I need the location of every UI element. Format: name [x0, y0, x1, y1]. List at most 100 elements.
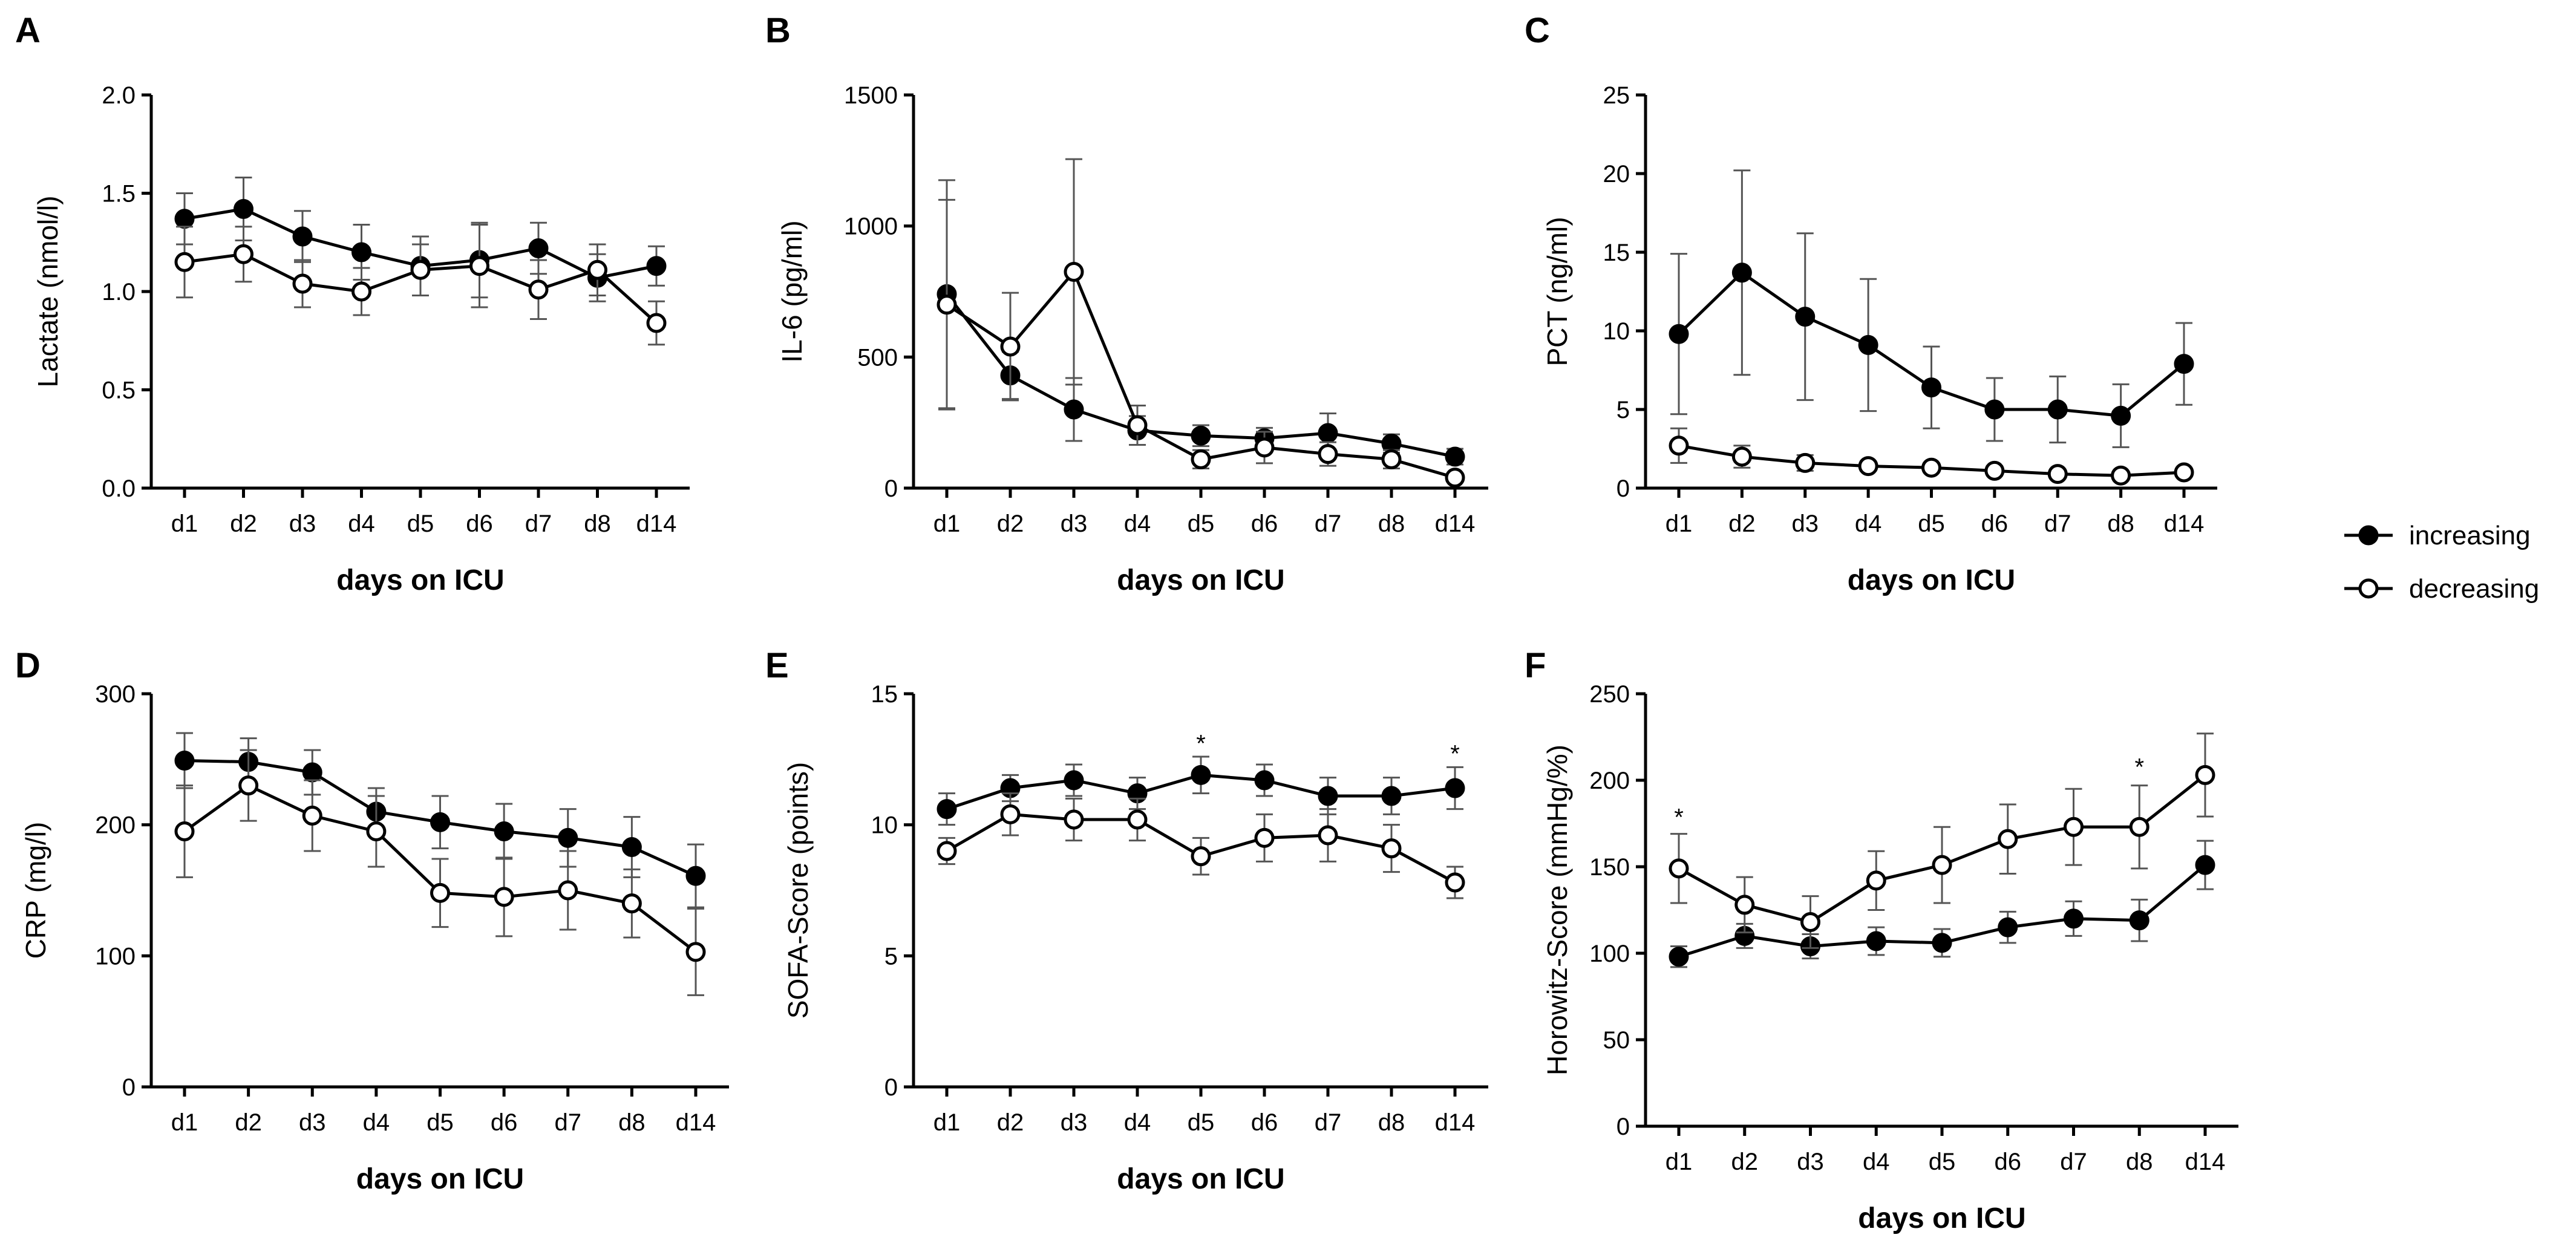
x-tick-label: d2 [230, 510, 257, 537]
data-point-increasing [1795, 307, 1816, 327]
x-tick-label: d1 [1666, 1149, 1693, 1175]
data-point-decreasing [558, 880, 578, 901]
y-tick-label: 500 [857, 344, 898, 371]
data-point-increasing [1445, 778, 1465, 798]
chart-panel-c: C 0 5 10 15 20 25 d1 d2 d3 d4 d5 d6 d7 d8 d14 days on IC… [1525, 11, 2217, 596]
data-point-decreasing [1127, 809, 1148, 830]
chart-panel-f: F 0 50 100 150 200 250 d1 d2 d3 d4 d5 d6 d7 d8 d14 days … [1525, 646, 2238, 1234]
data-point-increasing [1932, 933, 1952, 953]
x-tick-label: d5 [407, 510, 434, 537]
data-point-decreasing [1731, 446, 1752, 467]
y-tick-label: 50 [1603, 1027, 1630, 1054]
data-point-increasing [292, 226, 313, 247]
x-tick-label: d1 [933, 1109, 961, 1136]
x-tick-label: d7 [1315, 1109, 1342, 1136]
data-point-increasing [174, 209, 195, 229]
data-point-decreasing [292, 273, 313, 294]
data-point-decreasing [2064, 817, 2084, 837]
x-tick-label: d3 [1792, 510, 1819, 537]
x-tick-label: d4 [348, 510, 375, 537]
chart-panel-d: D 0 100 200 300 d1 d2 d3 d4 d5 d6 d7 d8 d14 days on IC… [15, 646, 729, 1195]
data-point-increasing [1445, 446, 1465, 467]
x-tick-label: d6 [1981, 510, 2009, 537]
y-tick-label: 1.5 [102, 181, 136, 207]
y-tick-label: 15 [1603, 240, 1630, 266]
x-tick-label: d3 [1061, 1109, 1088, 1136]
y-tick-label: 1.0 [102, 279, 136, 305]
x-tick-label: d5 [1929, 1149, 1956, 1175]
data-point-decreasing [234, 244, 253, 264]
x-axis-title: days on ICU [356, 1163, 524, 1195]
data-point-decreasing [1254, 437, 1275, 458]
x-tick-label: d6 [466, 510, 493, 537]
chart-panels: A 0.0 0.5 1.0 1.5 2.0 d1 d2 d3 d4 d5 d6 d7 d8 d14 days … [15, 11, 2238, 1234]
y-tick-label: 0 [884, 475, 898, 502]
x-tick-label: d2 [1728, 510, 1756, 537]
y-tick-label: 5 [1617, 397, 1630, 423]
data-point-increasing [1669, 947, 1689, 967]
data-point-decreasing [1318, 444, 1338, 465]
series-decreasing [174, 224, 667, 346]
y-tick-label: 5 [884, 943, 898, 970]
x-tick-label: d14 [2185, 1149, 2226, 1175]
y-tick-label: 0.0 [102, 475, 136, 502]
data-point-increasing [621, 837, 642, 857]
x-tick-label: d3 [1797, 1149, 1824, 1175]
data-point-decreasing [174, 821, 195, 841]
data-point-decreasing [430, 882, 450, 903]
data-point-increasing [685, 866, 706, 886]
data-point-decreasing [1381, 449, 1402, 469]
y-tick-label: 100 [1589, 941, 1630, 967]
x-tick-label: d14 [676, 1109, 716, 1136]
data-point-decreasing [1800, 912, 1820, 933]
x-tick-label: d3 [289, 510, 316, 537]
x-tick-label: d2 [235, 1109, 262, 1136]
y-tick-label: 2.0 [102, 82, 136, 109]
data-point-decreasing [302, 806, 322, 826]
data-point-decreasing [1127, 415, 1148, 435]
x-tick-label: d8 [584, 510, 611, 537]
y-tick-label: 10 [1603, 318, 1630, 345]
data-point-increasing [646, 256, 667, 276]
data-point-decreasing [2111, 465, 2131, 486]
x-tick-label: d4 [1855, 510, 1882, 537]
data-point-decreasing [1921, 457, 1941, 478]
data-point-increasing [174, 751, 195, 771]
x-tick-label: d4 [1124, 1109, 1151, 1136]
data-point-increasing [1866, 931, 1886, 951]
x-tick-label: d1 [171, 1109, 198, 1136]
data-point-decreasing [2174, 462, 2194, 483]
significance-marker: * [1196, 730, 1206, 757]
data-point-decreasing [1445, 468, 1465, 488]
x-tick-label: d7 [555, 1109, 582, 1136]
y-axis-title: IL-6 (pg/ml) [776, 220, 808, 362]
data-point-decreasing [1000, 336, 1021, 357]
y-tick-label: 100 [95, 943, 136, 970]
legend-item-increasing: increasing [2344, 521, 2531, 550]
data-point-increasing [494, 821, 514, 841]
legend-label-increasing: increasing [2409, 521, 2531, 550]
data-point-decreasing [1318, 825, 1338, 846]
chart-panel-e: E 0 5 10 15 d1 d2 d3 d4 d5 d6 d7 d8 d14 days on ICU SOF… [765, 646, 1488, 1195]
data-point-increasing [2111, 405, 2131, 426]
data-point-decreasing [1191, 449, 1211, 469]
y-axis-title: CRP (mg/l) [20, 822, 51, 959]
y-tick-label: 200 [1589, 768, 1630, 794]
data-point-decreasing [1445, 872, 1465, 893]
x-tick-label: d2 [1731, 1149, 1759, 1175]
data-point-decreasing [1669, 858, 1689, 879]
x-tick-label: d8 [1378, 1109, 1405, 1136]
series-decreasing [1669, 427, 2194, 486]
x-tick-label: d7 [525, 510, 552, 537]
x-tick-label: d3 [1061, 510, 1088, 537]
data-point-increasing [302, 762, 322, 783]
panel-letter: E [765, 646, 789, 685]
data-point-decreasing [1669, 435, 1689, 456]
x-tick-label: d2 [997, 1109, 1024, 1136]
x-tick-label: d5 [427, 1109, 454, 1136]
data-point-decreasing [1866, 870, 1886, 891]
x-tick-label: d14 [2164, 510, 2205, 537]
data-point-decreasing [1795, 452, 1816, 473]
y-axis-title: Lactate (nmol/l) [32, 195, 64, 387]
data-point-decreasing [1064, 809, 1084, 830]
